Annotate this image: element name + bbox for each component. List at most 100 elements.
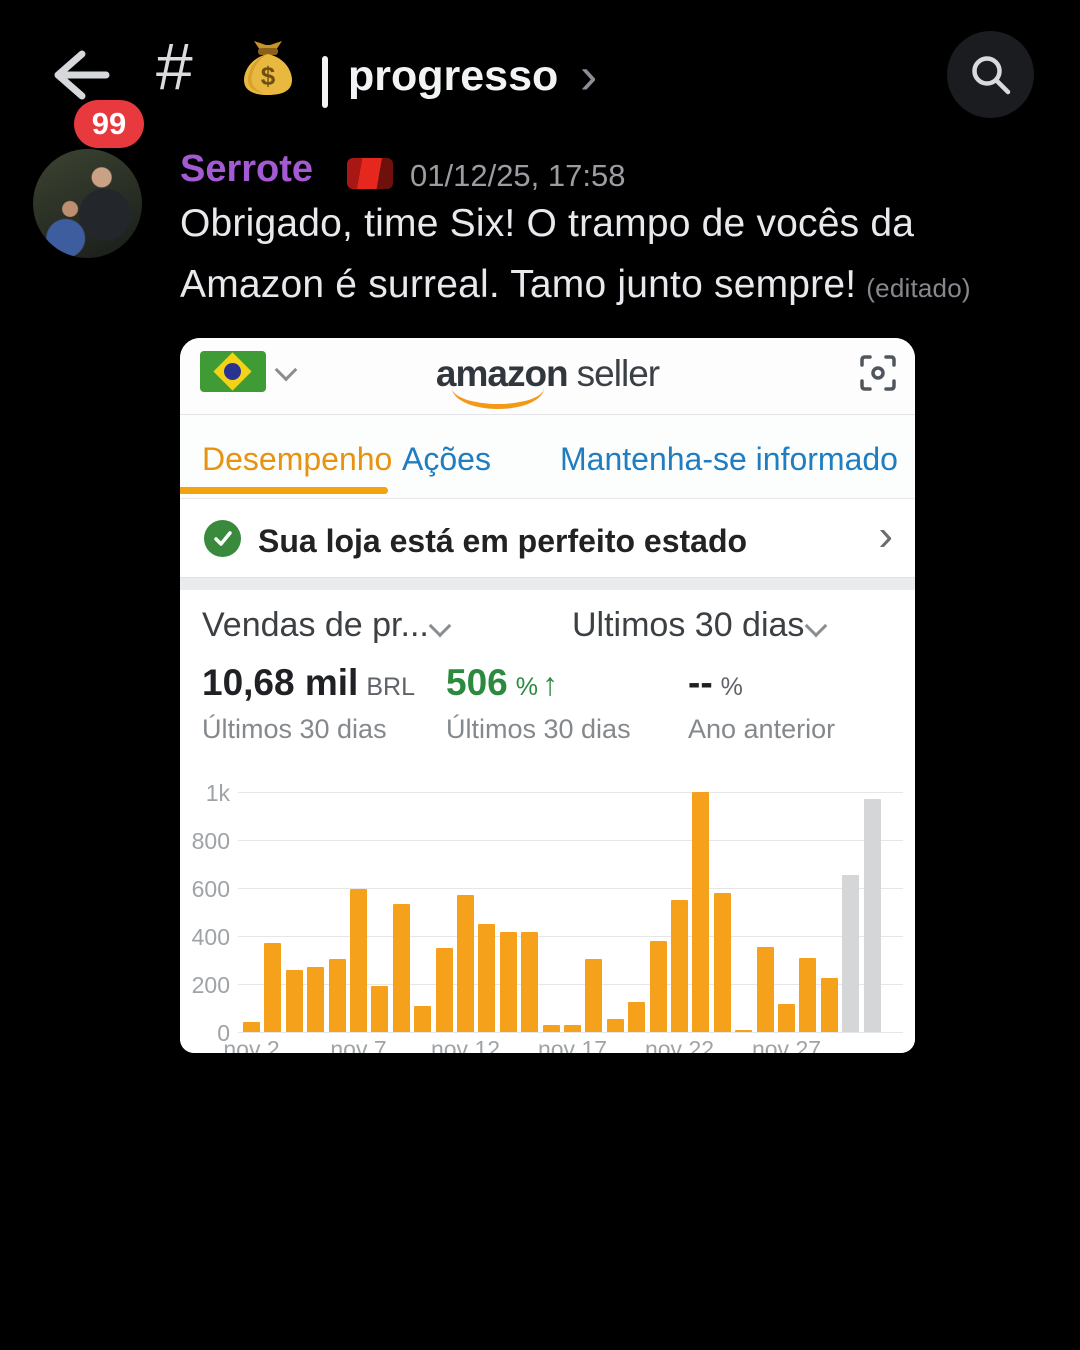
title-separator: [322, 56, 328, 108]
avatar[interactable]: [33, 149, 142, 258]
logo-seller: seller: [576, 353, 660, 394]
stat-growth-value: 506: [446, 662, 508, 703]
message-text: Amazon é surreal. Tamo junto sempre!: [180, 263, 857, 306]
chart-bar: [243, 1022, 260, 1032]
stat-sales-unit: BRL: [366, 673, 415, 701]
stat-sales: 10,68 mil BRL Últimos 30 dias: [202, 662, 415, 745]
channel-title-chevron-icon[interactable]: ›: [580, 47, 598, 105]
metric-dropdown: Vendas de pr...: [202, 606, 429, 644]
channel-title[interactable]: progresso: [348, 52, 559, 100]
channel-header-bar: 99 # $ progresso ›: [0, 0, 1080, 148]
metric-chevron-down-icon: [428, 614, 452, 638]
active-tab-underline: [180, 487, 388, 494]
x-axis-tick-label: nov 7: [330, 1036, 387, 1053]
chart-bar: [457, 895, 474, 1032]
money-bag-emoji: $: [240, 38, 296, 96]
chart-bar: [478, 924, 496, 1032]
chart-bar: [264, 943, 282, 1032]
chart-bar: [499, 932, 517, 1032]
stat-sales-value: 10,68 mil: [202, 662, 359, 703]
unread-count-badge: 99: [74, 100, 144, 148]
edited-label: (editado): [866, 273, 971, 303]
stat-growth-unit: %: [515, 673, 538, 701]
tab-acoes: Ações: [402, 441, 491, 477]
gridline: [238, 1032, 903, 1033]
chart-bar: [521, 932, 539, 1032]
chart-bar: [371, 986, 389, 1032]
stat-growth: 506% ↑ Últimos 30 dias: [446, 662, 631, 745]
y-axis-tick-label: 600: [191, 876, 230, 902]
message-timestamp: 01/12/25, 17:58: [410, 158, 626, 193]
back-button[interactable]: [48, 44, 110, 106]
search-button[interactable]: [947, 31, 1034, 118]
chart-bar: [820, 978, 838, 1032]
chart-bar: [778, 1004, 795, 1032]
chart-grid: [238, 768, 903, 1033]
sales-bar-chart: 0 200 400 600 800 1k nov 2 nov 7 nov 12 nov 17 no…: [180, 768, 915, 1053]
x-axis-tick-label: nov 2: [223, 1036, 280, 1053]
stat-prev-year: --% Ano anterior: [688, 662, 835, 745]
x-axis-tick-label: nov 27: [751, 1036, 822, 1053]
x-axis-tick-label: nov 17: [537, 1036, 608, 1053]
amazon-smile-icon: [451, 388, 544, 409]
brazil-flag-icon: [200, 351, 266, 392]
chart-bar: [713, 892, 731, 1032]
amazon-seller-logo: amazon seller: [180, 353, 915, 395]
chart-bar: [585, 958, 603, 1032]
stat-prev-year-unit: %: [720, 673, 743, 701]
search-icon: [971, 55, 1010, 94]
chart-bar: [756, 946, 774, 1032]
chart-bar: [692, 792, 710, 1032]
chart-bar: [863, 799, 881, 1032]
y-axis-tick-label: 400: [191, 924, 230, 950]
y-axis-tick-label: 200: [191, 972, 230, 998]
gridline: [238, 792, 903, 793]
store-health-text: Sua loja está em perfeito estado: [258, 523, 748, 559]
message-text-line2: Amazon é surreal. Tamo junto sempre! (edi…: [180, 263, 1050, 307]
chart-bar: [414, 1005, 432, 1032]
chart-bar: [842, 874, 860, 1032]
gridline: [238, 936, 903, 937]
gridline: [238, 888, 903, 889]
scan-icon: [859, 354, 897, 392]
metric-selector-row: Vendas de pr... Ultimos 30 dias: [180, 590, 915, 656]
chart-bar: [735, 1030, 753, 1032]
store-health-row: Sua loja está em perfeito estado ›: [180, 499, 915, 577]
chart-bar: [649, 940, 667, 1032]
chart-bar: [307, 967, 325, 1032]
stats-row: 10,68 mil BRL Últimos 30 dias 506% ↑ Últim…: [180, 656, 915, 761]
y-axis-tick-label: 0: [217, 1020, 230, 1046]
store-health-chevron-icon: ›: [878, 511, 893, 560]
gridline: [238, 840, 903, 841]
chart-bar: [328, 958, 346, 1032]
chart-bar: [392, 903, 410, 1032]
stat-prev-year-value: --: [688, 662, 713, 703]
x-axis-tick-label: nov 12: [430, 1036, 501, 1053]
stat-prev-year-caption: Ano anterior: [688, 714, 836, 744]
chart-bar: [606, 1018, 624, 1032]
chart-bar: [628, 1002, 646, 1032]
tab-desempenho: Desempenho: [202, 441, 393, 477]
chart-bar: [542, 1024, 560, 1032]
tab-mantenha-se-informado: Mantenha-se informado: [560, 441, 898, 477]
stat-growth-caption: Últimos 30 dias: [446, 714, 631, 744]
x-axis-tick-label: nov 22: [644, 1036, 715, 1053]
message-text-line1: Obrigado, time Six! O trampo de vocês da: [180, 202, 915, 245]
attachment-image-amazon-seller[interactable]: amazon seller Desempenho Ações Mantenha-s…: [180, 338, 915, 1053]
chart-bar: [435, 948, 453, 1032]
chart-bar: [564, 1025, 581, 1032]
date-range-dropdown: Ultimos 30 dias: [572, 606, 805, 644]
up-arrow-icon: ↑: [541, 666, 558, 702]
svg-text:$: $: [261, 61, 276, 91]
chart-bar: [285, 969, 303, 1032]
seller-app-tabs: Desempenho Ações Mantenha-se informado: [180, 415, 915, 499]
flag-circle: [224, 363, 241, 380]
chart-bar: [671, 900, 688, 1032]
back-arrow-icon: [54, 50, 110, 100]
y-axis-tick-label: 1k: [205, 780, 230, 806]
channel-hash-icon: #: [156, 29, 193, 103]
chart-bar: [350, 889, 367, 1032]
author-name[interactable]: Serrote: [180, 148, 314, 190]
stat-sales-caption: Últimos 30 dias: [202, 714, 387, 744]
